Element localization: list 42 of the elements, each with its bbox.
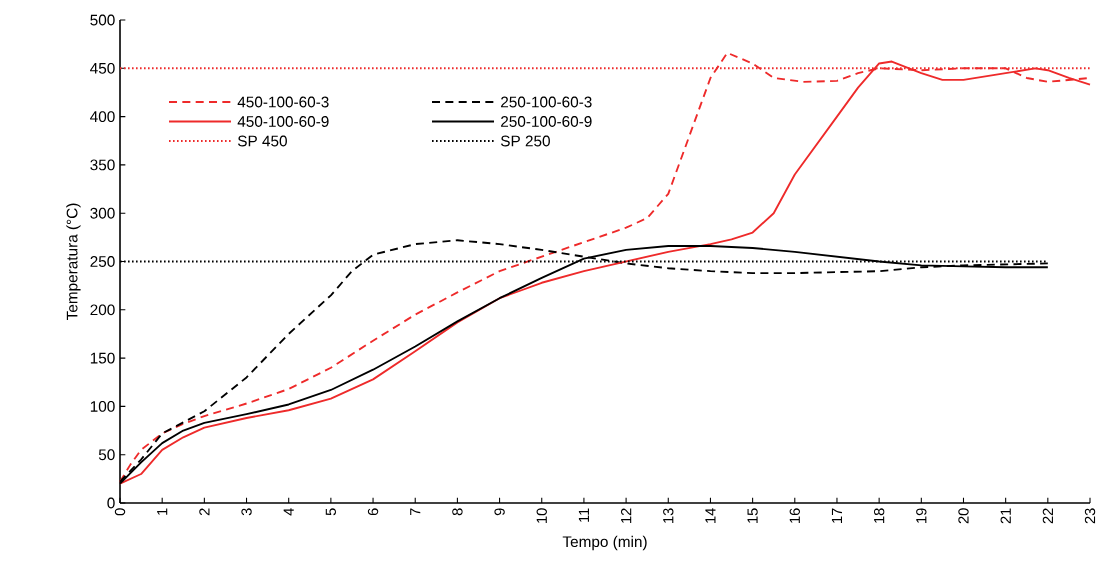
x-axis-title: Tempo (min) [562, 535, 647, 551]
y-tick-label: 400 [90, 111, 115, 123]
y-axis-title: Temperatura (°C) [66, 203, 81, 321]
legend-label: 450-100-60-3 [237, 96, 329, 108]
x-tick-label: 23 [1084, 508, 1096, 524]
x-tick-label: 1 [157, 508, 168, 515]
y-tick-label: 350 [90, 159, 115, 171]
x-tick-label: 5 [325, 508, 336, 516]
legend-label: SP 250 [500, 135, 550, 147]
y-tick-label: 450 [90, 62, 115, 74]
y-tick-label: 50 [98, 449, 115, 461]
x-tick-label: 22 [1042, 508, 1053, 524]
x-tick-label: 0 [114, 508, 126, 516]
y-tick-label: 500 [90, 14, 115, 26]
x-tick-label: 13 [663, 508, 674, 523]
x-tick-label: 15 [747, 508, 758, 523]
legend-label: 450-100-60-9 [237, 116, 329, 127]
x-tick-label: 17 [831, 508, 843, 523]
y-tick-label: 100 [90, 400, 115, 412]
legend-label: 250-100-60-3 [501, 96, 592, 108]
x-tick-label: 16 [789, 508, 800, 523]
x-tick-label: 12 [620, 508, 632, 523]
legend-label: SP 450 [237, 135, 287, 147]
x-tick-label: 6 [367, 508, 379, 516]
x-tick-label: 3 [241, 508, 252, 516]
x-tick-label: 8 [452, 508, 463, 516]
x-tick-label: 4 [283, 508, 294, 516]
x-tick-label: 11 [578, 508, 589, 522]
x-tick-label: 21 [1000, 508, 1011, 524]
y-tick-label: 150 [90, 352, 115, 364]
x-tick-label: 10 [536, 508, 547, 523]
x-tick-label: 14 [705, 508, 716, 523]
x-tick-label: 2 [199, 508, 210, 516]
x-tick-label: 20 [958, 508, 969, 524]
y-tick-label: 250 [90, 256, 115, 267]
y-tick-label: 300 [90, 207, 115, 219]
x-tick-label: 19 [916, 508, 927, 523]
x-tick-label: 18 [873, 508, 885, 523]
legend-label: 250-100-60-9 [501, 116, 592, 127]
x-tick-label: 9 [494, 508, 505, 516]
y-tick-label: 200 [90, 304, 115, 316]
x-tick-label: 7 [410, 508, 421, 516]
